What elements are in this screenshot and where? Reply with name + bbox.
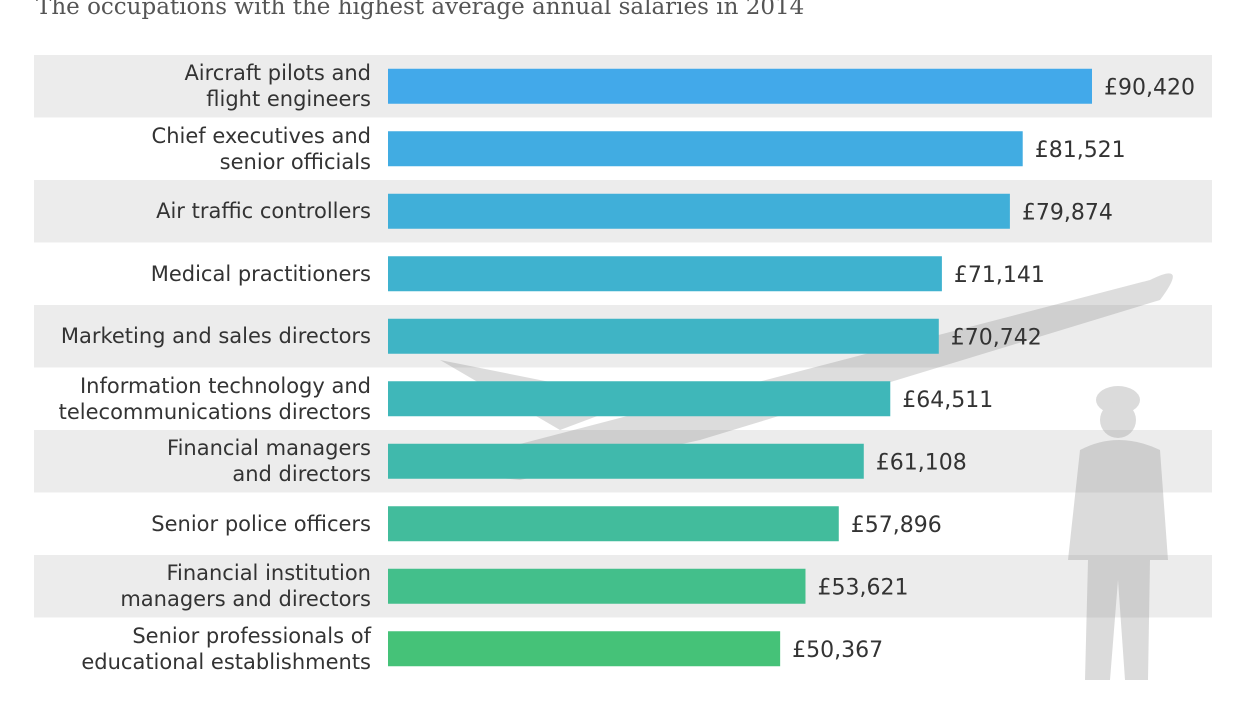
bar — [388, 68, 1092, 104]
bar — [388, 318, 939, 354]
value-label: £61,108 — [876, 450, 967, 475]
bar — [388, 443, 864, 479]
bar — [388, 631, 781, 667]
value-label: £90,420 — [1104, 75, 1195, 100]
value-label: £57,896 — [851, 513, 942, 538]
category-label: Aircraft pilots and flight engineers — [184, 61, 371, 112]
bar — [388, 381, 891, 417]
bar — [388, 568, 806, 604]
category-label: Senior professionals of educational esta… — [81, 623, 371, 674]
category-label: Senior police officers — [151, 511, 371, 536]
value-label: £64,511 — [902, 388, 993, 413]
bar — [388, 256, 942, 292]
bar — [388, 193, 1010, 229]
category-label: Financial institution managers and direc… — [120, 561, 371, 612]
bar — [388, 506, 839, 542]
value-label: £53,621 — [817, 575, 908, 600]
category-label: Financial managers and directors — [167, 436, 371, 487]
category-label: Marketing and sales directors — [60, 324, 371, 349]
value-label: £71,141 — [954, 263, 1045, 288]
category-label: Air traffic controllers — [156, 199, 371, 224]
pilot-silhouette — [1068, 386, 1168, 680]
category-label: Information technology and telecommunica… — [58, 373, 371, 424]
value-label: £50,367 — [792, 638, 883, 663]
category-label: Chief executives and senior officials — [151, 123, 371, 174]
value-label: £81,521 — [1035, 138, 1126, 163]
chart-title: The occupations with the highest average… — [36, 0, 805, 20]
category-label: Medical practitioners — [150, 261, 371, 286]
value-label: £70,742 — [951, 325, 1042, 350]
value-label: £79,874 — [1022, 200, 1113, 225]
bar — [388, 131, 1023, 167]
